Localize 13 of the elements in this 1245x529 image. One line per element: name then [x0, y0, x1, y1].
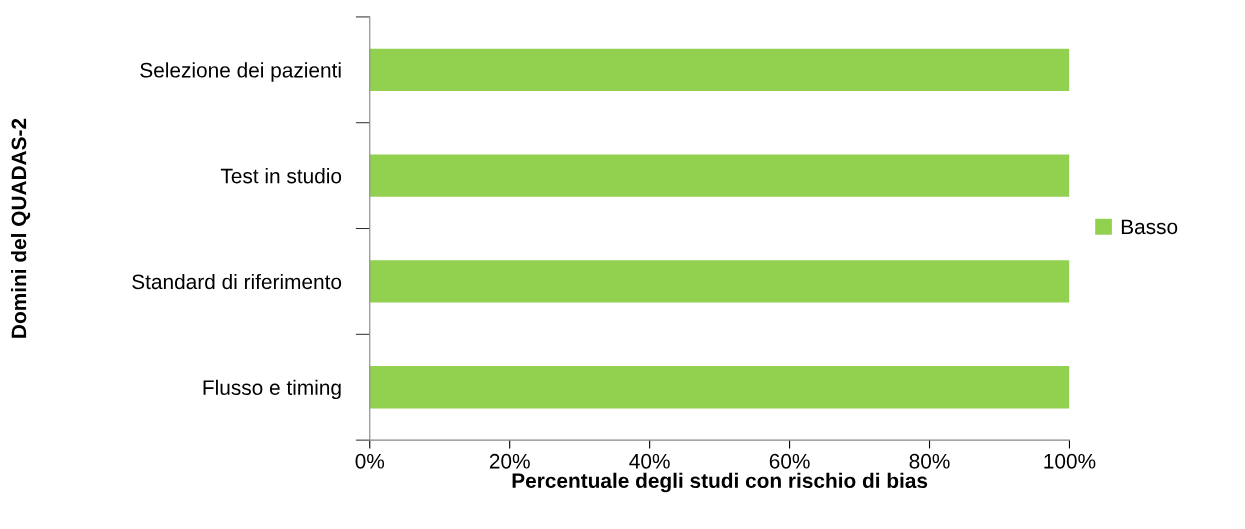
y-tick-label: Standard di riferimento [132, 273, 342, 290]
x-tick-label: 80% [909, 453, 950, 469]
x-tick-label: 100% [1044, 453, 1096, 469]
y-axis-title: Domini del QUADAS-2 [10, 118, 31, 338]
y-tick-label: Flusso e timing [203, 379, 341, 400]
x-axis-title: Percentuale degli studi con rischio di bias [512, 472, 928, 493]
y-tick-label: Test in studio [220, 168, 342, 184]
x-tick-label: 20% [489, 453, 530, 469]
x-tick-label: 40% [629, 453, 670, 469]
legend-label: Basso [1121, 219, 1178, 235]
y-tick-label: Selezione dei pazienti [140, 62, 341, 82]
x-tick-label: 60% [769, 453, 810, 469]
x-tick-label: 0% [355, 453, 385, 469]
